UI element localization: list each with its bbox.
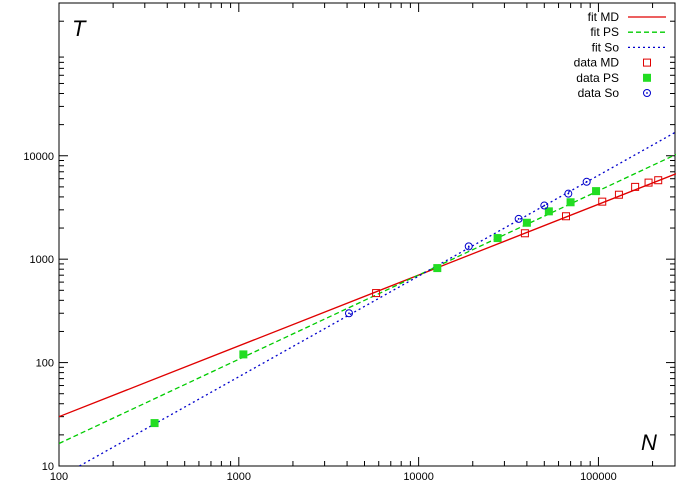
data-point-ps	[433, 264, 442, 273]
data-point-so	[344, 309, 353, 318]
x-tick-label: 1000	[227, 471, 251, 483]
fit-line-md	[59, 173, 676, 418]
data-point-ps	[493, 234, 502, 243]
data-point-md	[631, 182, 640, 191]
data-point-so	[540, 201, 549, 210]
y-tick-label: 100	[36, 358, 54, 370]
data-point-so	[564, 189, 573, 198]
plot-frame	[58, 2, 676, 467]
legend-label: fit MD	[588, 10, 620, 24]
data-point-md	[372, 289, 381, 298]
data-point-md	[654, 176, 663, 185]
data-point-md	[520, 229, 529, 238]
legend-marker-sample	[643, 58, 651, 67]
data-point-so	[582, 177, 591, 186]
legend-label: fit So	[592, 40, 620, 54]
x-tick-label: 100000	[580, 471, 617, 483]
y-tick-label: 10000	[23, 151, 54, 163]
fit-line-ps	[59, 153, 676, 445]
legend-marker-sample	[643, 73, 651, 82]
data-point-ps	[566, 198, 575, 207]
y-tick-label: 10	[42, 461, 54, 473]
data-point-md	[598, 197, 607, 206]
data-point-md	[614, 190, 623, 199]
x-tick-label: 100	[50, 471, 68, 483]
legend-label: data So	[578, 86, 620, 100]
x-tick-label: 10000	[403, 471, 434, 483]
legend-label: data PS	[576, 71, 619, 85]
data-point-ps	[522, 218, 531, 227]
data-point-md	[644, 178, 653, 187]
data-point-md	[561, 212, 570, 221]
fit-line-so	[79, 131, 676, 466]
data-point-ps	[544, 207, 553, 216]
data-point-so	[514, 214, 523, 223]
legend-marker-sample	[643, 89, 651, 97]
legend-label: data MD	[574, 56, 620, 70]
data-point-ps	[592, 187, 601, 196]
x-axis-label: N	[641, 430, 657, 455]
legend-label: fit PS	[590, 25, 619, 39]
data-point-so	[464, 242, 473, 251]
data-point-ps	[239, 350, 248, 359]
y-tick-label: 1000	[30, 254, 54, 266]
data-point-ps	[150, 419, 159, 428]
y-axis-label: T	[72, 16, 87, 41]
